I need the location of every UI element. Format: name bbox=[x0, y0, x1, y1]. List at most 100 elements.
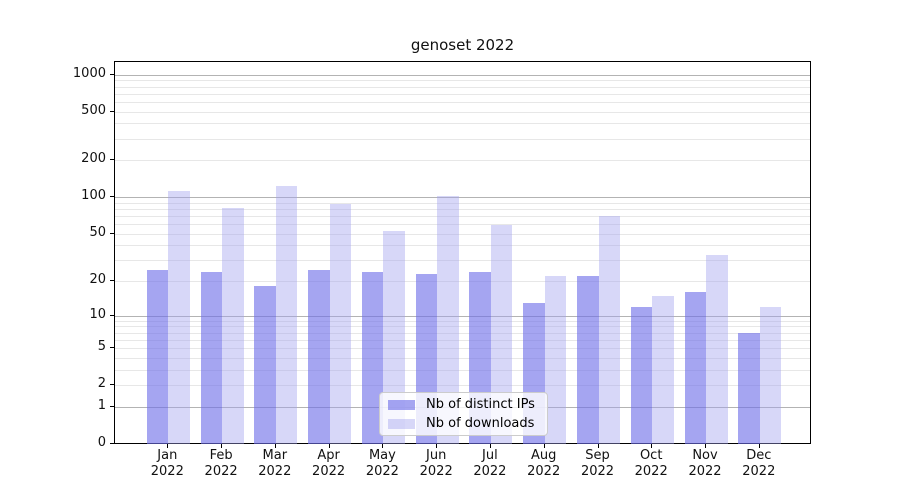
y-tick-50 bbox=[110, 232, 114, 234]
gridline-30 bbox=[115, 260, 810, 262]
gridline-9 bbox=[115, 320, 810, 322]
gridline-100 bbox=[115, 197, 810, 199]
bar-ips-sep bbox=[577, 276, 599, 444]
y-tick-label-5: 5 bbox=[97, 338, 106, 354]
bar-ips-nov bbox=[684, 292, 706, 444]
bar-ips-feb bbox=[200, 271, 223, 444]
gridline-2 bbox=[115, 384, 810, 386]
x-tick-nov bbox=[705, 444, 706, 448]
bar-ips-oct bbox=[630, 306, 653, 444]
bar-downloads-feb bbox=[222, 207, 244, 444]
x-tick-label-mar: Mar 2022 bbox=[258, 448, 292, 479]
bar-downloads-mar bbox=[275, 185, 298, 444]
bar-ips-jan bbox=[146, 269, 169, 444]
x-tick-label-oct: Oct 2022 bbox=[634, 448, 668, 479]
x-tick-label-apr: Apr 2022 bbox=[312, 448, 346, 479]
gridline-400 bbox=[115, 123, 810, 125]
gridline-6 bbox=[115, 339, 810, 341]
gridline-90 bbox=[115, 202, 810, 204]
y-tick-1000 bbox=[110, 73, 114, 75]
y-tick-5 bbox=[110, 346, 114, 348]
x-tick-label-jan: Jan 2022 bbox=[150, 448, 184, 479]
y-tick-label-100: 100 bbox=[81, 188, 106, 204]
bar-downloads-apr bbox=[329, 204, 352, 444]
y-tick-500 bbox=[110, 110, 114, 112]
gridline-500 bbox=[115, 111, 810, 113]
gridline-1000 bbox=[115, 74, 810, 76]
y-tick-label-1000: 1000 bbox=[72, 65, 106, 81]
chart-title: genoset 2022 bbox=[410, 36, 515, 54]
gridline-50 bbox=[115, 233, 810, 235]
legend-label-downloads: Nb of downloads bbox=[426, 416, 535, 431]
bar-downloads-may bbox=[383, 230, 405, 444]
legend-swatch-distinct-ips bbox=[388, 399, 415, 410]
bar-downloads-aug bbox=[544, 276, 567, 444]
x-tick-dec bbox=[758, 444, 760, 448]
x-tick-mar bbox=[274, 444, 276, 448]
bar-downloads-jul bbox=[490, 224, 513, 444]
bar-downloads-oct bbox=[652, 295, 674, 444]
bar-downloads-jan bbox=[168, 190, 190, 444]
gridline-60 bbox=[115, 224, 810, 225]
bar-downloads-sep bbox=[598, 215, 620, 444]
gridline-7 bbox=[115, 332, 810, 334]
y-tick-2 bbox=[110, 383, 114, 385]
legend-item-downloads: Nb of downloads bbox=[388, 416, 539, 431]
legend-label-distinct-ips: Nb of distinct IPs bbox=[426, 397, 535, 412]
legend-swatch-downloads bbox=[388, 418, 415, 429]
y-tick-10 bbox=[110, 314, 114, 316]
x-tick-label-dec: Dec 2022 bbox=[742, 448, 776, 479]
gridline-3 bbox=[115, 369, 810, 371]
bar-downloads-dec bbox=[759, 306, 782, 444]
x-tick-apr bbox=[328, 444, 330, 448]
bar-downloads-nov bbox=[706, 255, 728, 444]
x-tick-label-may: May 2022 bbox=[365, 448, 399, 479]
y-tick-20 bbox=[110, 280, 114, 281]
legend: Nb of distinct IPs Nb of downloads bbox=[379, 392, 548, 436]
y-tick-label-200: 200 bbox=[81, 151, 106, 167]
x-tick-label-jun: Jun 2022 bbox=[419, 448, 453, 479]
x-tick-may bbox=[382, 444, 384, 448]
y-tick-100 bbox=[110, 196, 114, 198]
y-tick-label-500: 500 bbox=[81, 102, 106, 118]
bar-ips-may bbox=[361, 271, 384, 444]
gridline-4 bbox=[115, 357, 810, 359]
x-tick-label-feb: Feb 2022 bbox=[204, 448, 238, 479]
y-tick-0 bbox=[110, 442, 114, 444]
gridline-8 bbox=[115, 326, 810, 328]
gridline-20 bbox=[115, 281, 810, 282]
x-tick-label-sep: Sep 2022 bbox=[580, 448, 615, 479]
x-tick-feb bbox=[221, 444, 223, 448]
x-tick-label-nov: Nov 2022 bbox=[688, 448, 722, 479]
bar-ips-mar bbox=[254, 286, 276, 444]
y-tick-1 bbox=[110, 405, 114, 407]
gridline-5 bbox=[115, 347, 810, 349]
y-tick-label-2: 2 bbox=[97, 375, 106, 391]
gridline-300 bbox=[115, 138, 810, 140]
y-tick-label-0: 0 bbox=[97, 434, 106, 450]
gridline-40 bbox=[115, 245, 810, 247]
x-tick-jan bbox=[167, 444, 169, 448]
x-tick-label-aug: Aug 2022 bbox=[527, 448, 561, 479]
x-tick-sep bbox=[597, 444, 599, 448]
gridline-700 bbox=[115, 93, 810, 95]
gridline-600 bbox=[115, 101, 810, 103]
x-tick-label-jul: Jul 2022 bbox=[473, 448, 507, 479]
x-tick-jul bbox=[489, 444, 491, 448]
gridline-10 bbox=[115, 315, 810, 317]
bar-downloads-jun bbox=[437, 196, 459, 444]
gridline-200 bbox=[115, 160, 810, 162]
y-tick-label-1: 1 bbox=[97, 397, 106, 413]
x-tick-oct bbox=[651, 444, 653, 448]
legend-item-distinct-ips: Nb of distinct IPs bbox=[388, 397, 539, 412]
plot-area: Nb of distinct IPs Nb of downloads bbox=[114, 61, 811, 444]
x-tick-jun bbox=[436, 444, 438, 448]
bar-ips-dec bbox=[738, 332, 760, 444]
bar-ips-apr bbox=[308, 269, 330, 444]
y-tick-label-20: 20 bbox=[89, 272, 106, 287]
y-tick-label-10: 10 bbox=[89, 306, 106, 322]
gridline-80 bbox=[115, 208, 810, 210]
y-tick-200 bbox=[110, 159, 114, 161]
gridline-900 bbox=[115, 80, 810, 82]
